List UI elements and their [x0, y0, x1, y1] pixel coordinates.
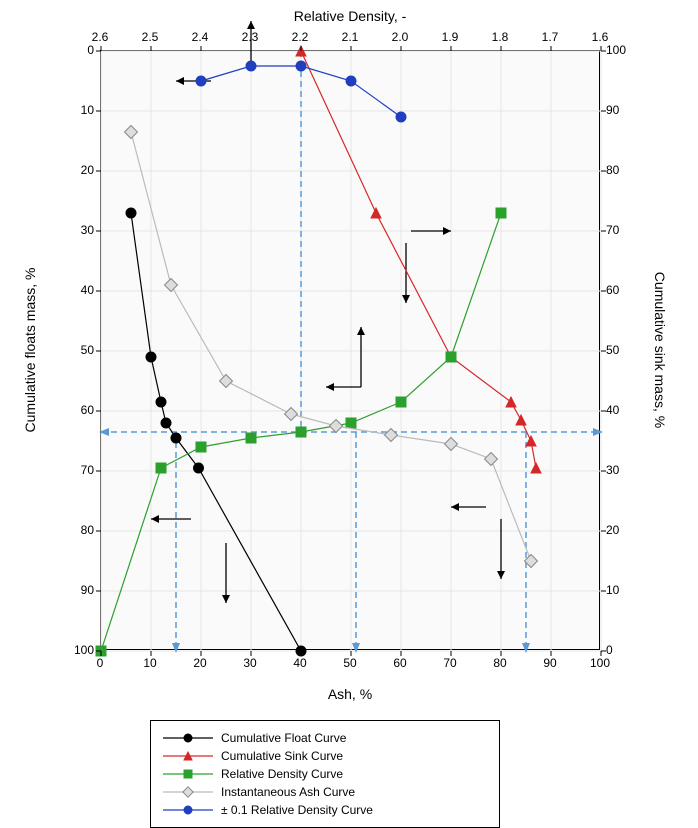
tick-label: 40: [293, 656, 306, 670]
tick-label: 20: [64, 163, 94, 177]
chart-container: Relative Density, - Ash, % Cumulative fl…: [40, 10, 660, 710]
legend-label: ± 0.1 Relative Density Curve: [221, 803, 373, 817]
tick-label: 60: [393, 656, 406, 670]
tick-label: 1.6: [592, 30, 609, 44]
legend-label: Instantaneous Ash Curve: [221, 785, 355, 799]
tick-label: 2.5: [142, 30, 159, 44]
bottom-axis-label: Ash, %: [40, 686, 660, 702]
tick-label: 90: [606, 103, 619, 117]
tick-label: 2.0: [392, 30, 409, 44]
legend-symbol: [163, 767, 213, 781]
tick-label: 100: [606, 43, 626, 57]
legend-item: Cumulative Sink Curve: [163, 747, 487, 765]
legend-label: Cumulative Sink Curve: [221, 749, 343, 763]
tick-label: 90: [64, 583, 94, 597]
tick-label: 2.6: [92, 30, 109, 44]
legend-label: Relative Density Curve: [221, 767, 343, 781]
legend-item: ± 0.1 Relative Density Curve: [163, 801, 487, 819]
tick-label: 60: [606, 283, 619, 297]
tick-label: 2.1: [342, 30, 359, 44]
legend-item: Relative Density Curve: [163, 765, 487, 783]
tick-label: 30: [64, 223, 94, 237]
legend-symbol: [163, 749, 213, 763]
tick-label: 0: [606, 643, 613, 657]
plot-svg: [101, 51, 601, 651]
tick-label: 70: [443, 656, 456, 670]
tick-label: 80: [64, 523, 94, 537]
tick-label: 10: [606, 583, 619, 597]
legend-item: Cumulative Float Curve: [163, 729, 487, 747]
tick-label: 50: [64, 343, 94, 357]
tick-label: 80: [606, 163, 619, 177]
tick-label: 0: [97, 656, 104, 670]
tick-label: 30: [243, 656, 256, 670]
tick-label: 20: [606, 523, 619, 537]
tick-label: 0: [64, 43, 94, 57]
tick-label: 10: [64, 103, 94, 117]
tick-label: 100: [590, 656, 610, 670]
tick-label: 2.4: [192, 30, 209, 44]
tick-label: 50: [606, 343, 619, 357]
tick-label: 70: [606, 223, 619, 237]
legend-symbol: [163, 785, 213, 799]
legend-symbol: [163, 731, 213, 745]
tick-label: 10: [143, 656, 156, 670]
tick-label: 40: [606, 403, 619, 417]
legend: Cumulative Float Curve Cumulative Sink Cu…: [150, 720, 500, 828]
left-axis-label: Cumulative floats mass, %: [22, 268, 38, 433]
tick-label: 60: [64, 403, 94, 417]
tick-label: 20: [193, 656, 206, 670]
tick-label: 30: [606, 463, 619, 477]
plot-area: [100, 50, 600, 650]
tick-label: 1.7: [542, 30, 559, 44]
top-axis-label: Relative Density, -: [40, 8, 660, 24]
right-axis-label: Cumulative sink mass, %: [652, 272, 668, 428]
tick-label: 50: [343, 656, 356, 670]
tick-label: 80: [493, 656, 506, 670]
tick-label: 2.3: [242, 30, 259, 44]
legend-item: Instantaneous Ash Curve: [163, 783, 487, 801]
tick-label: 40: [64, 283, 94, 297]
tick-label: 70: [64, 463, 94, 477]
tick-label: 1.8: [492, 30, 509, 44]
legend-label: Cumulative Float Curve: [221, 731, 346, 745]
tick-label: 100: [64, 643, 94, 657]
tick-label: 90: [543, 656, 556, 670]
legend-symbol: [163, 803, 213, 817]
tick-label: 2.2: [292, 30, 309, 44]
tick-label: 1.9: [442, 30, 459, 44]
